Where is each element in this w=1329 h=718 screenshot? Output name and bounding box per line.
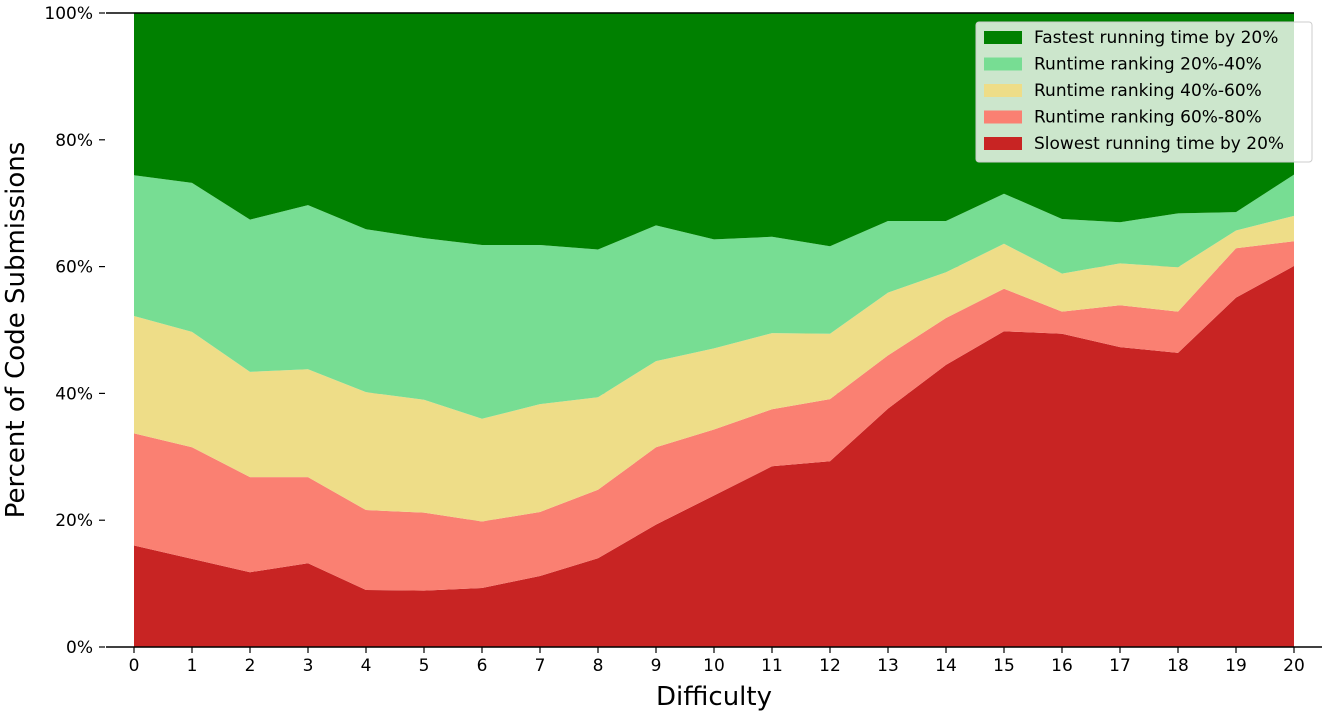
x-tick-label: 20: [1283, 656, 1305, 676]
legend-label-slowest-running-time-by-20pct: Slowest running time by 20%: [1034, 134, 1284, 154]
x-tick-label: 17: [1109, 656, 1131, 676]
legend-swatch-runtime-ranking-40pct-60pct: [984, 84, 1022, 97]
x-tick-label: 4: [361, 656, 372, 676]
x-tick-label: 3: [303, 656, 314, 676]
x-tick-label: 9: [651, 656, 662, 676]
legend-label-runtime-ranking-20pct-40pct: Runtime ranking 20%-40%: [1034, 55, 1262, 75]
y-tick-label: 100%: [44, 4, 93, 24]
x-tick-label: 19: [1225, 656, 1247, 676]
legend-swatch-runtime-ranking-60pct-80pct: [984, 110, 1022, 124]
area-runtime-ranking-40pct-60pct: [134, 215, 1294, 522]
legend-swatch-fastest-running-time-by-20pct: [984, 31, 1022, 44]
area-series: [134, 13, 1294, 647]
legend: Fastest running time by 20% Runtime ranki…: [975, 21, 1313, 163]
x-axis-title: Difficulty: [656, 682, 772, 712]
legend-label-fastest-running-time-by-20pct: Fastest running time by 20%: [1034, 28, 1278, 48]
legend-label-runtime-ranking-40pct-60pct: Runtime ranking 40%-60%: [1034, 81, 1262, 101]
y-tick-label: 20%: [55, 511, 93, 531]
legend-label-runtime-ranking-60pct-80pct: Runtime ranking 60%-80%: [1034, 108, 1262, 128]
legend-swatch-runtime-ranking-20pct-40pct: [984, 57, 1022, 71]
legend-box: [975, 21, 1313, 163]
x-tick-label: 5: [419, 656, 430, 676]
y-tick-label: 40%: [55, 384, 93, 404]
y-tick-label: 80%: [55, 131, 93, 151]
x-tick-label: 10: [703, 656, 725, 676]
y-tick-label: 60%: [55, 258, 93, 278]
x-tick-label: 11: [761, 656, 783, 676]
x-tick-label: 14: [935, 656, 957, 676]
x-tick-label: 0: [129, 656, 140, 676]
x-tick-label: 18: [1167, 656, 1189, 676]
area-runtime-ranking-20pct-40pct: [134, 174, 1294, 419]
area-runtime-ranking-60pct-80pct: [134, 241, 1294, 591]
y-axis-title: Percent of Code Submissions: [1, 142, 31, 519]
x-tick-label: 2: [245, 656, 256, 676]
y-tick-label: 0%: [66, 638, 93, 658]
x-tick-label: 15: [993, 656, 1015, 676]
legend-swatch-slowest-running-time-by-20pct: [984, 137, 1022, 150]
x-tick-label: 7: [535, 656, 546, 676]
x-tick-label: 6: [477, 656, 488, 676]
x-tick-label: 13: [877, 656, 899, 676]
x-tick-label: 16: [1051, 656, 1073, 676]
x-tick-label: 8: [593, 656, 604, 676]
axes: 0%20%40%60%80%100%0 1 2 3 4 5 6 7 8 9 10 11 12 13 14 15…: [1, 4, 1322, 712]
x-tick-label: 1: [187, 656, 198, 676]
area-slowest-running-time-by-20pct: [134, 265, 1294, 647]
x-tick-label: 12: [819, 656, 841, 676]
